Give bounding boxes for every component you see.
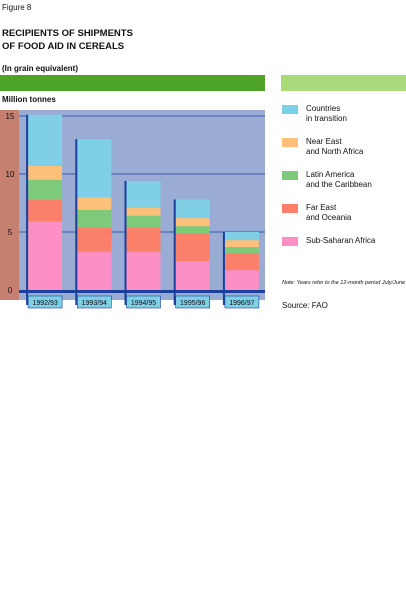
x-tick-label-box — [77, 295, 112, 309]
bar-segment — [77, 227, 112, 252]
x-tick-label-box — [175, 295, 210, 309]
bar-segment — [224, 240, 259, 248]
legend-label-line2: and the Caribbean — [306, 180, 372, 189]
x-tick-labels: 1992/93 1993/94 1994/95 1995/96 1996/97 — [27, 295, 260, 309]
bar-segment — [28, 221, 63, 290]
legend-item-countries-in-transition: Countries in transition — [282, 104, 406, 137]
legend-swatch — [282, 204, 298, 213]
bar-segment — [28, 179, 63, 200]
chart-subtitle: (In grain equivalent) — [2, 64, 79, 73]
y-tick-label: 5 — [8, 228, 13, 237]
y-tick-label: 15 — [6, 112, 15, 121]
legend-label: Far East and Oceania — [306, 203, 406, 223]
y-axis-label: Million tonnes — [2, 95, 56, 104]
legend-swatch — [282, 237, 298, 246]
x-tick-label: 1992/93 — [32, 300, 57, 307]
x-tick-label: 1993/94 — [82, 300, 107, 307]
bar-segment — [224, 270, 259, 290]
header-light-green-bar — [281, 75, 406, 91]
chart-source: Source: FAO — [282, 301, 328, 310]
bar-edge — [124, 180, 127, 305]
header-green-bar — [0, 75, 265, 91]
bar-segment — [77, 209, 112, 228]
legend-item-sub-saharan-africa: Sub-Saharan Africa — [282, 236, 406, 269]
bar-segment — [77, 197, 112, 210]
bar-segment — [28, 114, 63, 166]
bar-segment — [28, 199, 63, 222]
bar-edge — [26, 114, 29, 305]
legend-swatch — [282, 138, 298, 147]
bars — [26, 114, 259, 305]
bar-segment — [126, 180, 161, 208]
bar-segment — [77, 139, 112, 198]
legend-swatch — [282, 105, 298, 114]
bar-segment — [224, 252, 259, 271]
y-tick-label: 10 — [6, 170, 15, 179]
y-axis-band — [0, 110, 19, 300]
bar-segment — [175, 261, 210, 290]
bar-segment — [175, 199, 210, 219]
x-tick-label: 1995/96 — [180, 300, 205, 307]
bar-segment — [224, 247, 259, 253]
bar-segment — [126, 227, 161, 252]
bar-segment — [77, 251, 112, 290]
legend-item-far-east-oceania: Far East and Oceania — [282, 203, 406, 236]
legend-label-line1: Sub-Saharan Africa — [306, 236, 376, 245]
bar-edge — [173, 199, 176, 305]
x-axis-baseline — [19, 290, 265, 293]
bar-segment — [126, 251, 161, 290]
legend-label: Sub-Saharan Africa — [306, 236, 406, 246]
bar-segment — [224, 232, 259, 241]
legend-label-line1: Far East — [306, 203, 337, 212]
legend-label: Countries in transition — [306, 104, 406, 124]
bar-segment — [28, 165, 63, 180]
legend-label-line1: Latin America — [306, 170, 355, 179]
chart-note: Note: Years refer to the 12-month period… — [282, 280, 406, 286]
bar-edge — [75, 139, 78, 305]
legend: Countries in transition Near East and No… — [282, 104, 406, 269]
figure-label: Figure 8 — [2, 3, 32, 12]
title-line-1: RECIPIENTS OF SHIPMENTS — [2, 28, 133, 39]
bar-edge — [222, 232, 225, 305]
legend-label-line2: and North Africa — [306, 147, 364, 156]
x-tick-label-box — [27, 295, 63, 309]
legend-label-line1: Countries — [306, 104, 341, 113]
x-tick-label-box — [224, 295, 260, 309]
legend-label: Near East and North Africa — [306, 137, 406, 157]
legend-swatch — [282, 171, 298, 180]
legend-label: Latin America and the Caribbean — [306, 170, 406, 190]
x-tick-label: 1996/97 — [229, 300, 254, 307]
x-tick-label: 1994/95 — [131, 300, 156, 307]
chart-title: RECIPIENTS OF SHIPMENTS OF FOOD AID IN C… — [2, 27, 133, 53]
legend-label-line1: Near East — [306, 137, 342, 146]
bar-segment — [175, 226, 210, 234]
bar-segment — [126, 215, 161, 228]
y-tick-labels: 0 5 10 15 — [6, 112, 15, 295]
legend-label-line2: and Oceania — [306, 213, 352, 222]
bar-segment — [175, 233, 210, 261]
title-line-2: OF FOOD AID IN CEREALS — [2, 41, 125, 52]
bar-segment — [175, 218, 210, 227]
legend-item-near-east-north-africa: Near East and North Africa — [282, 137, 406, 170]
bar-segment — [126, 207, 161, 216]
x-tick-label-box — [126, 295, 161, 309]
legend-item-latin-america-caribbean: Latin America and the Caribbean — [282, 170, 406, 203]
legend-label-line2: in transition — [306, 114, 347, 123]
y-tick-label: 0 — [8, 286, 13, 295]
